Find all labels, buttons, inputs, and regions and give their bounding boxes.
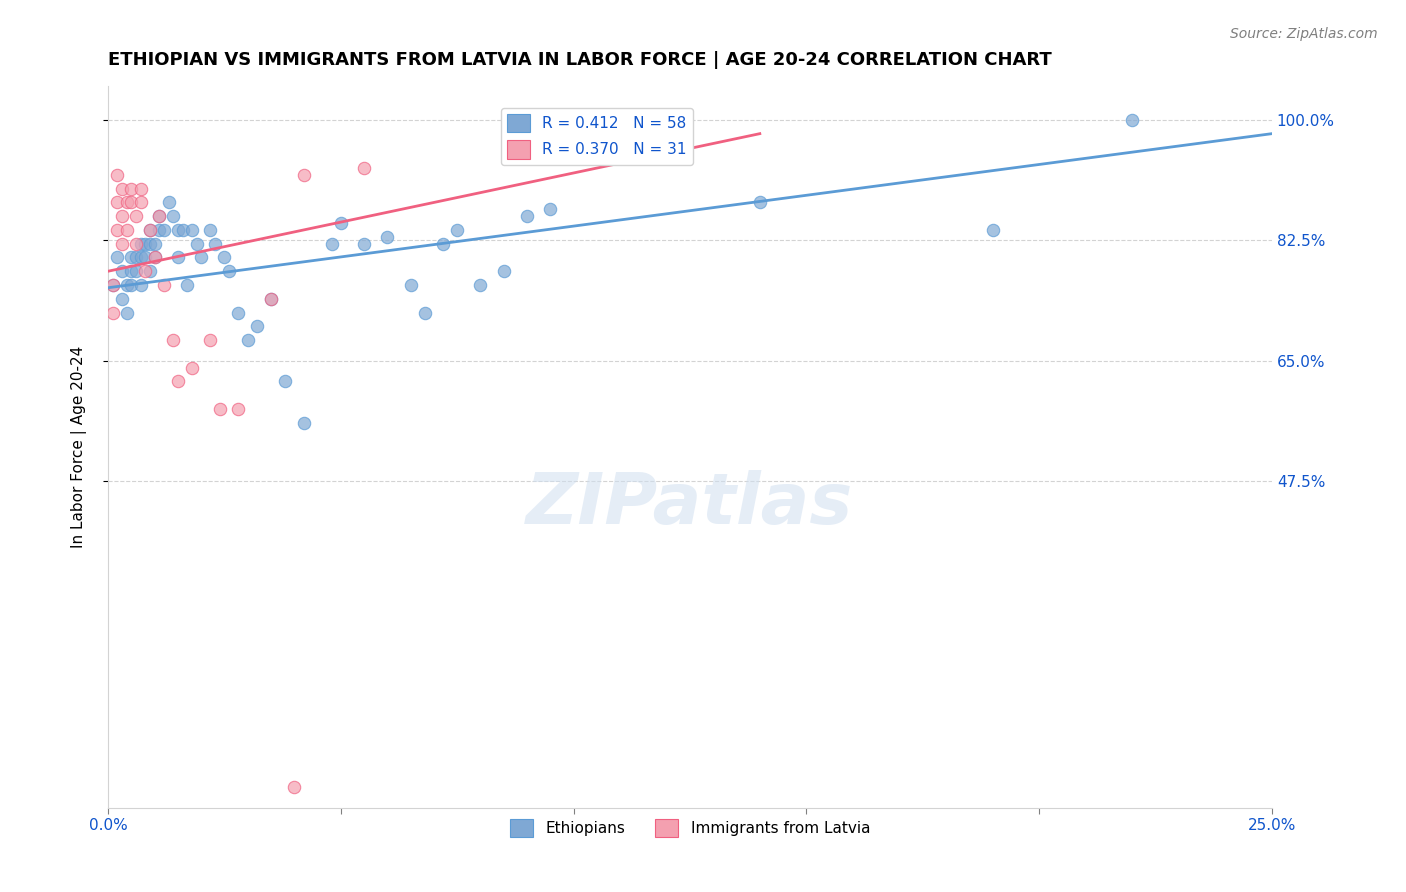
Point [246,319,269,334]
Point [260,292,283,306]
Point [129,195,152,210]
Point [399,277,422,292]
Point [180,223,202,237]
Point [105,223,128,237]
Point [129,251,152,265]
Point [148,209,170,223]
Point [153,277,176,292]
Point [172,223,194,237]
Point [105,195,128,210]
Point [260,292,283,306]
Point [105,251,128,265]
Point [143,251,166,265]
Legend: Ethiopians, Immigrants from Latvia: Ethiopians, Immigrants from Latvia [503,813,876,844]
Point [492,264,515,278]
Point [148,223,170,237]
Y-axis label: In Labor Force | Age 20-24: In Labor Force | Age 20-24 [72,345,87,548]
Point [353,236,375,251]
Point [111,209,134,223]
Point [176,277,198,292]
Point [228,305,250,319]
Point [129,277,152,292]
Point [292,416,315,430]
Point [157,195,180,210]
Point [120,264,142,278]
Point [190,251,212,265]
Point [101,277,124,292]
Point [516,209,538,223]
Point [134,236,156,251]
Point [129,182,152,196]
Point [200,223,222,237]
Point [274,374,297,388]
Point [115,305,138,319]
Point [143,251,166,265]
Point [139,223,162,237]
Point [283,780,305,794]
Point [981,223,1004,237]
Point [101,277,124,292]
Point [413,305,436,319]
Point [377,230,399,244]
Point [432,236,454,251]
Text: Source: ZipAtlas.com: Source: ZipAtlas.com [1230,27,1378,41]
Point [115,223,138,237]
Point [214,251,236,265]
Point [446,223,468,237]
Point [134,264,156,278]
Point [111,292,134,306]
Point [208,401,231,416]
Text: ETHIOPIAN VS IMMIGRANTS FROM LATVIA IN LABOR FORCE | AGE 20-24 CORRELATION CHART: ETHIOPIAN VS IMMIGRANTS FROM LATVIA IN L… [108,51,1052,69]
Point [143,236,166,251]
Text: ZIPatlas: ZIPatlas [526,470,853,539]
Point [353,161,375,175]
Point [162,209,184,223]
Point [538,202,561,217]
Point [200,333,222,347]
Point [115,195,138,210]
Point [167,374,190,388]
Point [125,236,148,251]
Point [228,401,250,416]
Point [139,223,162,237]
Point [186,236,208,251]
Point [167,223,190,237]
Point [125,209,148,223]
Point [125,264,148,278]
Point [748,195,770,210]
Point [111,182,134,196]
Point [134,251,156,265]
Point [470,277,492,292]
Point [162,333,184,347]
Point [329,216,352,230]
Point [167,251,190,265]
Point [115,277,138,292]
Point [236,333,259,347]
Point [120,195,142,210]
Point [148,209,170,223]
Point [292,168,315,182]
Point [204,236,226,251]
Point [139,236,162,251]
Point [180,360,202,375]
Point [129,236,152,251]
Point [120,277,142,292]
Point [125,251,148,265]
Point [111,236,134,251]
Point [111,264,134,278]
Point [139,264,162,278]
Point [120,182,142,196]
Point [1121,112,1143,127]
Point [321,236,343,251]
Point [105,168,128,182]
Point [101,305,124,319]
Point [218,264,240,278]
Point [153,223,176,237]
Point [120,251,142,265]
